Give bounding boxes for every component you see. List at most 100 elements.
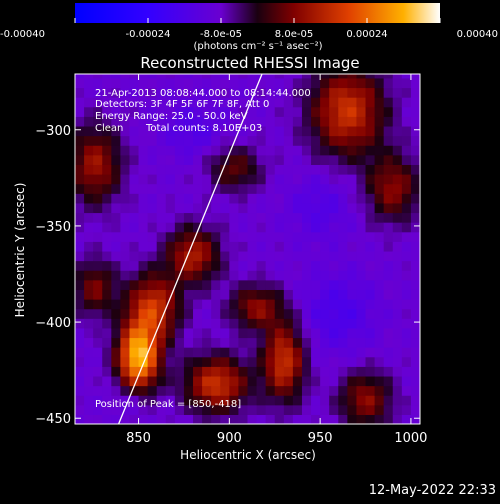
heatmap-cell (102, 212, 112, 223)
heatmap-cell (356, 125, 367, 137)
heatmap-cell (292, 231, 303, 242)
heatmap-cell (211, 327, 221, 339)
heatmap-cell (183, 212, 194, 223)
heatmap-cell (93, 202, 103, 214)
heatmap-cell (174, 318, 185, 329)
heatmap-cell (301, 231, 312, 242)
heatmap-cell (156, 202, 167, 214)
heatmap-cell (383, 414, 394, 424)
heatmap-cell (229, 318, 240, 329)
heatmap-cell (374, 125, 385, 137)
heatmap-cell (256, 135, 267, 146)
heatmap-cell (356, 366, 367, 377)
heatmap-cell (247, 289, 258, 300)
heatmap-cell (129, 193, 140, 204)
heatmap-cell (247, 241, 258, 252)
heatmap-cell (238, 375, 249, 387)
heatmap-cell (329, 356, 339, 367)
heatmap-cell (356, 318, 367, 329)
heatmap-cell (320, 145, 330, 156)
heatmap-cell (401, 404, 412, 415)
heatmap-cell (401, 356, 412, 367)
heatmap-cell (283, 222, 294, 233)
heatmap-cell (265, 347, 276, 358)
heatmap-cell (174, 241, 185, 252)
heatmap-cell (211, 97, 221, 108)
heatmap-cell (283, 77, 294, 89)
heatmap-cell (102, 164, 112, 175)
heatmap-cell (338, 356, 348, 367)
heatmap-cell (202, 193, 212, 204)
heatmap-cell (229, 193, 240, 204)
heatmap-cell (301, 212, 312, 223)
heatmap-cell (392, 222, 403, 233)
heatmap-cell (338, 318, 348, 329)
heatmap-cell (138, 385, 149, 396)
heatmap-cell (392, 366, 403, 377)
heatmap-cell (338, 250, 348, 262)
heatmap-cell (202, 145, 212, 156)
heatmap-cell (365, 125, 376, 137)
heatmap-cell (211, 250, 221, 262)
heatmap-cell (383, 97, 394, 108)
heatmap-cell (129, 183, 140, 194)
heatmap-cell (193, 154, 203, 165)
heatmap-cell (265, 250, 276, 262)
heatmap-cell (129, 366, 140, 377)
heatmap-cell (156, 125, 167, 137)
heatmap-cell (320, 299, 330, 310)
heatmap-cell (183, 222, 194, 233)
heatmap-cell (256, 308, 267, 319)
heatmap-cell (256, 414, 267, 424)
heatmap-cell (75, 327, 85, 339)
heatmap-cell (147, 241, 158, 252)
heatmap-cell (174, 135, 185, 146)
heatmap-cell (392, 327, 403, 339)
heatmap-cell (320, 327, 330, 339)
heatmap-cell (93, 231, 103, 242)
heatmap-cell (183, 202, 194, 214)
heatmap-cell (84, 366, 94, 377)
heatmap-cell (120, 145, 131, 156)
heatmap-cell (247, 250, 258, 262)
heatmap-cell (183, 308, 194, 319)
heatmap-cell (102, 97, 112, 108)
heatmap-cell (292, 145, 303, 156)
heatmap-cell (365, 241, 376, 252)
heatmap-cell (138, 299, 149, 310)
heatmap-cell (410, 87, 420, 98)
heatmap-cell (93, 270, 103, 281)
heatmap-cell (410, 337, 420, 348)
heatmap-cell (338, 145, 348, 156)
heatmap-cell (256, 356, 267, 367)
heatmap-cell (274, 366, 285, 377)
heatmap-cell (202, 164, 212, 175)
heatmap-cell (392, 395, 403, 406)
heatmap-cell (347, 356, 358, 367)
heatmap-cell (220, 222, 230, 233)
heatmap-cell (329, 193, 339, 204)
heatmap-cell (247, 97, 258, 108)
heatmap-cell (356, 202, 367, 214)
heatmap-cell (183, 347, 194, 358)
heatmap-cell (392, 74, 403, 79)
heatmap-cell (193, 395, 203, 406)
heatmap-cell (274, 318, 285, 329)
heatmap-cell (147, 87, 158, 98)
heatmap-cell (347, 183, 358, 194)
heatmap-cell (102, 395, 112, 406)
heatmap-cell (120, 202, 131, 214)
heatmap-cell (220, 270, 230, 281)
y-tick-label: −400 (35, 316, 71, 331)
heatmap-cell (183, 241, 194, 252)
heatmap-cell (75, 289, 85, 300)
heatmap-cell (320, 77, 330, 89)
heatmap-cell (329, 202, 339, 214)
heatmap-cell (292, 289, 303, 300)
heatmap-cell (247, 87, 258, 98)
heatmap-cell (165, 318, 176, 329)
heatmap-cell (220, 385, 230, 396)
heatmap-cell (93, 414, 103, 424)
heatmap-cell (392, 337, 403, 348)
heatmap-cell (410, 174, 420, 185)
